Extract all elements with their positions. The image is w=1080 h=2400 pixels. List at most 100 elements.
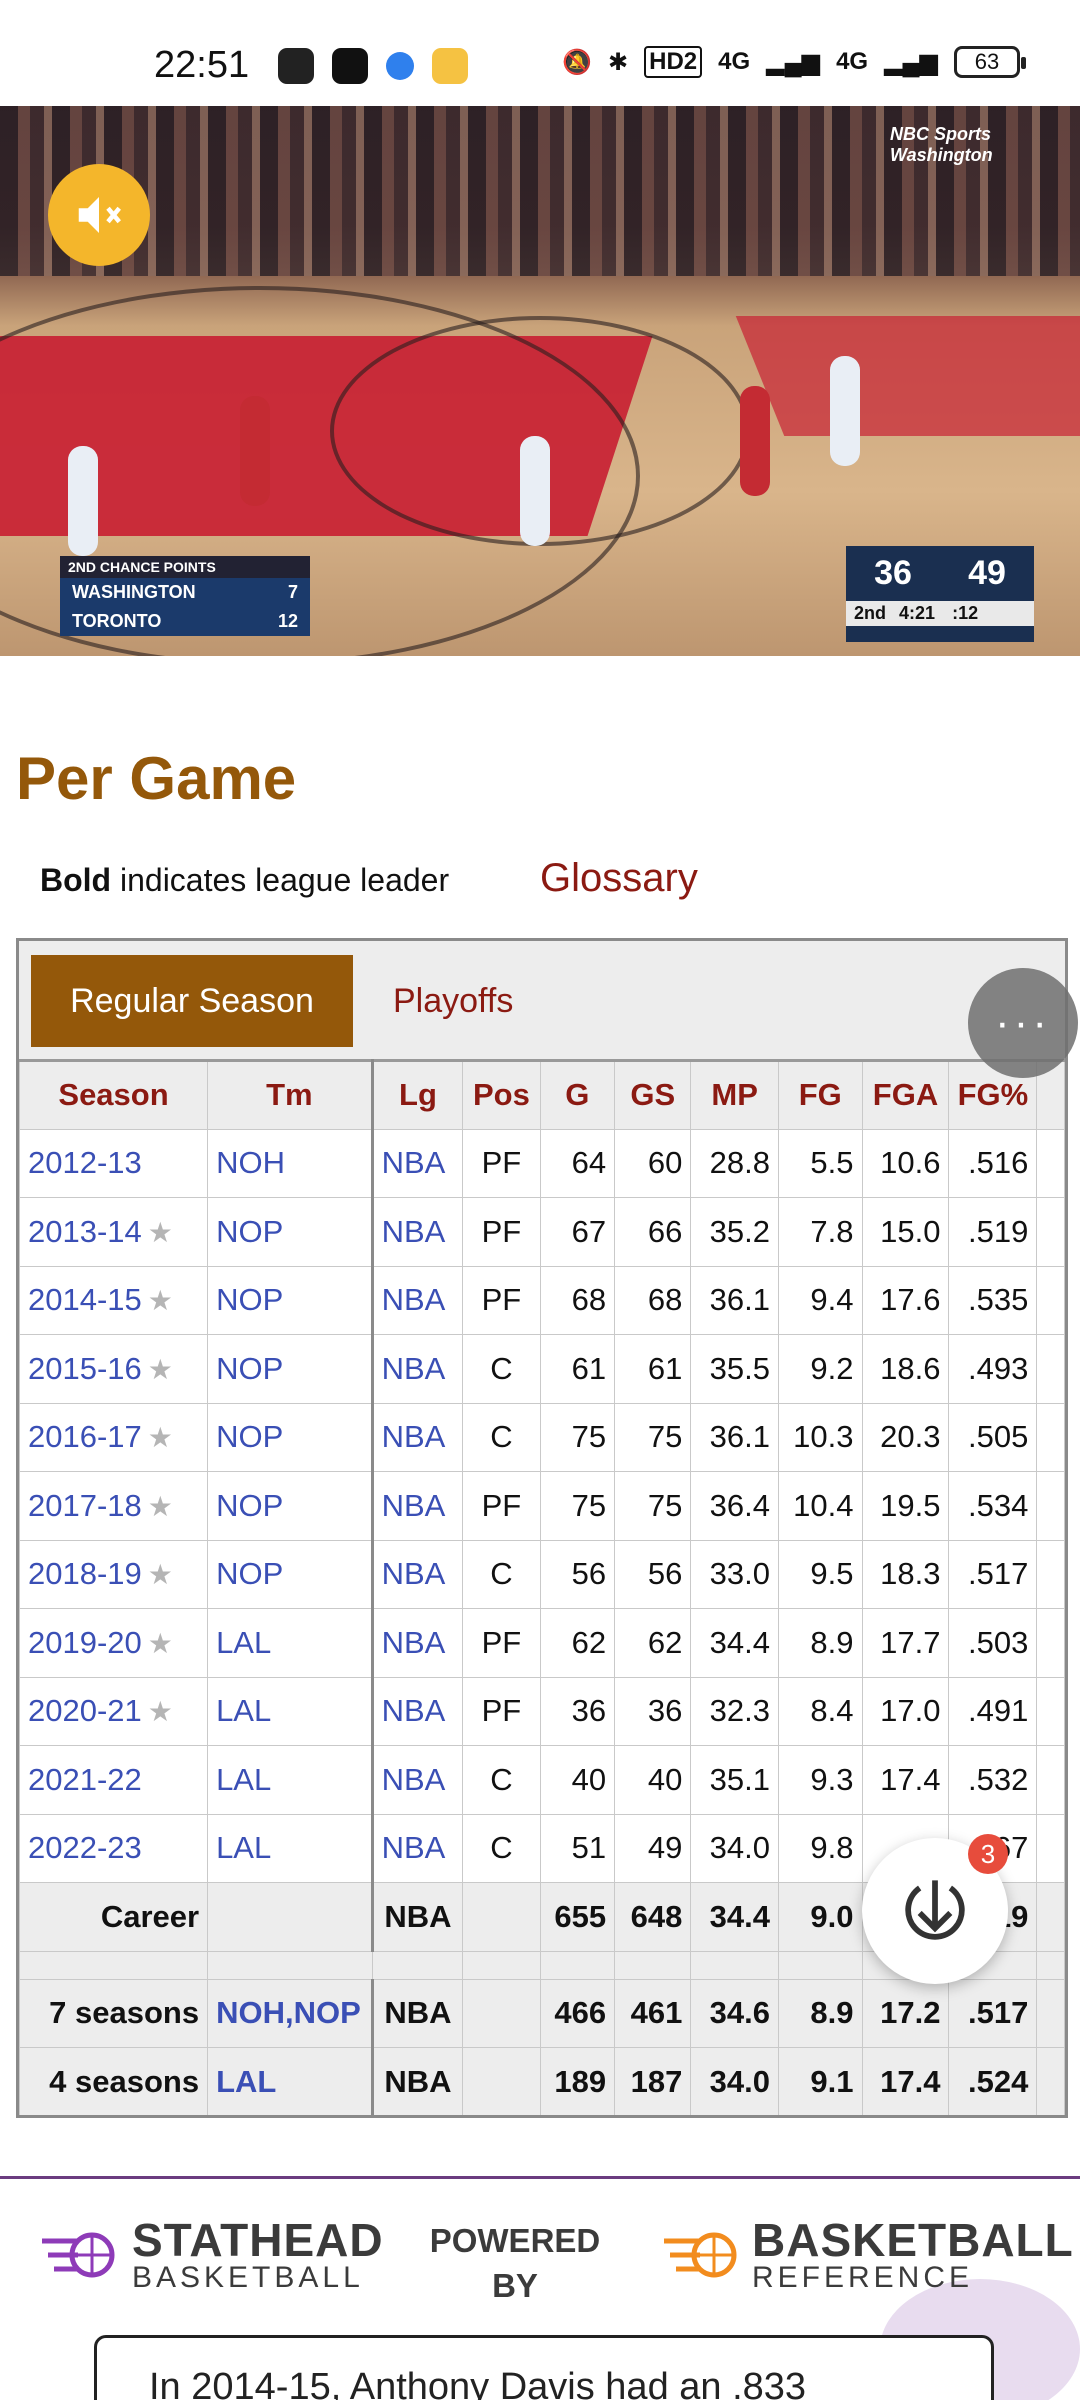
cell-season[interactable]: 2022-23 <box>19 1813 209 1883</box>
cell-season[interactable]: 2012-13 <box>19 1128 209 1198</box>
unmute-button[interactable] <box>48 164 150 266</box>
header-pos[interactable]: Pos <box>462 1059 541 1130</box>
cell-lg[interactable]: NBA <box>371 1676 464 1746</box>
spacer-cell <box>614 1950 692 1980</box>
cell-lg[interactable]: NBA <box>371 1334 464 1404</box>
cell-fga-text: 17.0 <box>880 1693 941 1729</box>
cell-tm[interactable]: LAL <box>207 1608 374 1678</box>
cell-season[interactable]: 2019-20 ★ <box>19 1608 209 1678</box>
cell-season[interactable]: 2013-14 ★ <box>19 1197 209 1267</box>
cell-tm[interactable]: NOP <box>207 1197 374 1267</box>
tab-regular-season[interactable]: Regular Season <box>31 955 353 1047</box>
bbref-wordmark: BASKETBALL <box>752 2214 1074 2266</box>
cell-lg[interactable]: NBA <box>371 1265 464 1335</box>
cell-g-text: 56 <box>571 1556 607 1592</box>
table-total-row: 4 seasons LAL NBA 189 187 34.0 9.1 17.4 .524 <box>19 2047 1065 2115</box>
cell-tm[interactable]: NOP <box>207 1402 374 1472</box>
table-row: 2020-21 ★ LAL NBA PF 36 36 32.3 8.4 17.0.491 <box>19 1676 1065 1746</box>
cell-season[interactable]: 2020-21 ★ <box>19 1676 209 1746</box>
cell-lg-text: NBA <box>384 1995 452 2031</box>
cell-lg[interactable]: NBA <box>371 1813 464 1883</box>
cell-g: 56 <box>539 1539 616 1609</box>
all-star-icon: ★ <box>147 1696 173 1728</box>
cell-tm[interactable]: NOH,NOP <box>207 1978 374 2048</box>
cell-g-text: 64 <box>571 1145 607 1181</box>
cell-lg[interactable]: NBA <box>371 1745 464 1815</box>
notification-icons <box>278 48 468 84</box>
cell-lg-text: NBA <box>381 1213 446 1249</box>
cell-fgp-text: .535 <box>968 1282 1029 1318</box>
period: 2nd <box>854 603 887 623</box>
cell-season[interactable]: 2017-18 ★ <box>19 1471 209 1541</box>
bbref-basketball-icon <box>664 2232 737 2278</box>
cell-mp-text: 33.0 <box>709 1556 770 1592</box>
cell-fgp: .517 <box>948 1539 1038 1609</box>
header-g[interactable]: G <box>539 1059 616 1130</box>
cell-tm[interactable]: LAL <box>207 1745 374 1815</box>
cell-fgp-text: .517 <box>968 1556 1029 1592</box>
cell-lg-text: NBA <box>381 1830 446 1866</box>
cell-lg-text: NBA <box>381 1350 446 1386</box>
cell-g-text: 68 <box>571 1282 607 1318</box>
cell-fg: 9.3 <box>777 1745 863 1815</box>
cell-tm[interactable]: NOP <box>207 1265 374 1335</box>
cell-season[interactable]: 2015-16 ★ <box>19 1334 209 1404</box>
cell-tm[interactable]: NOP <box>207 1334 374 1404</box>
stathead-banner[interactable]: STATHEAD BASKETBALL POWERED BY BASKETBAL… <box>0 2176 1080 2400</box>
table-total-row: 7 seasons NOH,NOP NBA 466 461 34.6 8.9 17.2 .517 <box>19 1978 1065 2048</box>
cell-lg[interactable]: NBA <box>371 1402 464 1472</box>
cell-fg: 10.3 <box>777 1402 863 1472</box>
cell-season[interactable]: 2021-22 <box>19 1745 209 1815</box>
cell-tm[interactable]: LAL <box>207 1676 374 1746</box>
glossary-link[interactable]: Glossary <box>540 856 698 900</box>
cell-mp: 32.3 <box>690 1676 779 1746</box>
cell-fgp-text: .524 <box>968 2063 1029 2099</box>
cell-lg[interactable]: NBA <box>371 1539 464 1609</box>
cell-fg: 8.4 <box>777 1676 863 1746</box>
cell-season: Career <box>19 1882 209 1952</box>
header-tm[interactable]: Tm <box>207 1059 374 1130</box>
cell-lg[interactable]: NBA <box>371 1197 464 1267</box>
tiktok-icon <box>332 48 368 84</box>
cell-mp: 34.4 <box>690 1608 779 1678</box>
header-fga[interactable]: FGA <box>861 1059 950 1130</box>
cell-lg[interactable]: NBA <box>371 1882 464 1952</box>
more-options-button[interactable]: ··· <box>968 968 1078 1078</box>
cell-tm[interactable]: LAL <box>207 2047 374 2115</box>
all-star-icon: ★ <box>147 1216 173 1248</box>
header-lg[interactable]: Lg <box>371 1059 464 1130</box>
cell-lg[interactable]: NBA <box>371 1978 464 2048</box>
tab-playoffs[interactable]: Playoffs <box>393 981 514 1020</box>
header-fg[interactable]: FG <box>777 1059 863 1130</box>
cell-lg[interactable]: NBA <box>371 2047 464 2115</box>
header-mp[interactable]: MP <box>690 1059 779 1130</box>
cell-gs: 56 <box>614 1539 692 1609</box>
cell-pos: PF <box>462 1608 541 1678</box>
cell-tm[interactable]: LAL <box>207 1813 374 1883</box>
cell-season-text: 2016-17 <box>28 1419 142 1455</box>
header-gs[interactable]: GS <box>614 1059 692 1130</box>
cell-season[interactable]: 2016-17 ★ <box>19 1402 209 1472</box>
cell-lg[interactable]: NBA <box>371 1471 464 1541</box>
cell-fga: 17.0 <box>861 1676 950 1746</box>
cell-tm[interactable]: NOH <box>207 1128 374 1198</box>
cell-season[interactable]: 2014-15 ★ <box>19 1265 209 1335</box>
cell-overflow <box>1036 1334 1065 1404</box>
cell-fga-text: 18.3 <box>880 1556 941 1592</box>
cell-fga-text: 18.6 <box>880 1350 941 1386</box>
cell-tm[interactable]: NOP <box>207 1471 374 1541</box>
cell-lg[interactable]: NBA <box>371 1608 464 1678</box>
cell-lg[interactable]: NBA <box>371 1128 464 1198</box>
cell-lg-text: NBA <box>384 1898 452 1934</box>
home-score: 36 <box>874 554 912 592</box>
cell-fgp: .535 <box>948 1265 1038 1335</box>
cell-tm[interactable]: NOP <box>207 1539 374 1609</box>
cell-season[interactable]: 2018-19 ★ <box>19 1539 209 1609</box>
cell-fgp-text: .493 <box>968 1350 1029 1386</box>
all-star-icon: ★ <box>147 1353 173 1385</box>
cell-g: 655 <box>539 1882 616 1952</box>
header-season[interactable]: Season <box>19 1059 209 1130</box>
cell-pos: C <box>462 1334 541 1404</box>
video-player[interactable]: NBC Sports Washington 2ND CHANCE POINTS … <box>0 106 1080 656</box>
cell-gs: 461 <box>614 1978 692 2048</box>
